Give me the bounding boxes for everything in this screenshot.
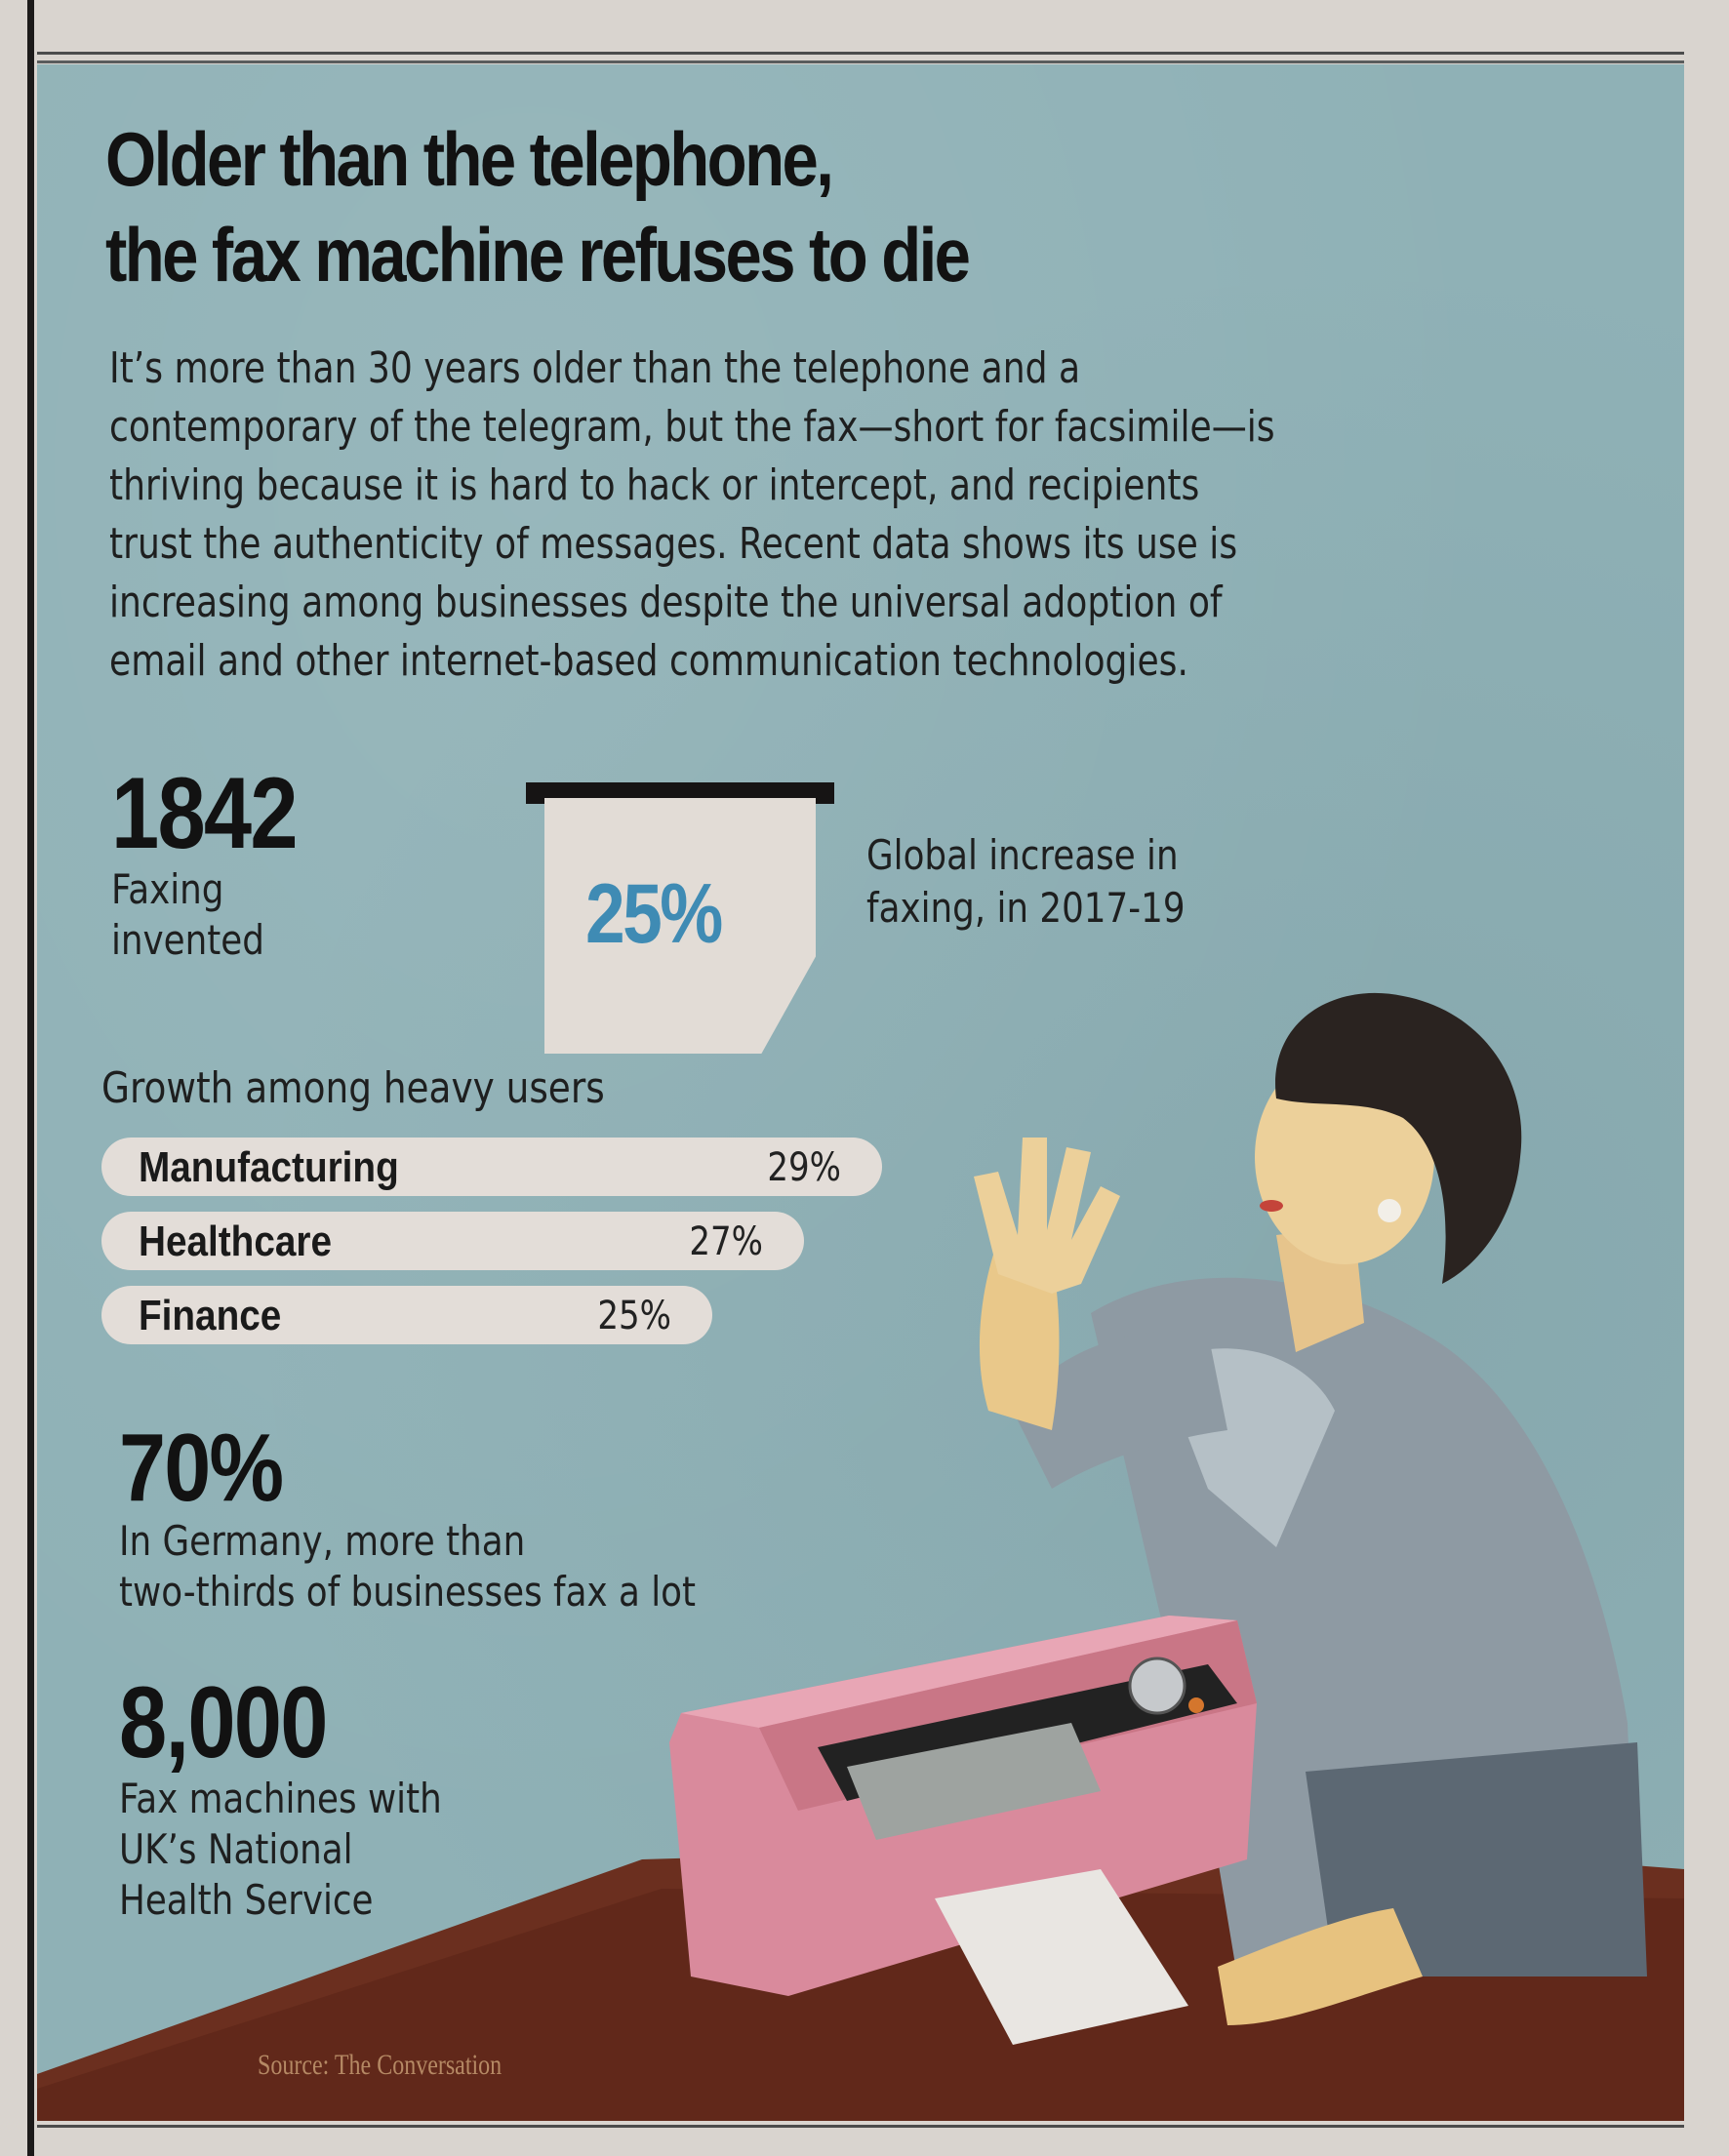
bar-value: 27%: [689, 1219, 763, 1264]
stat-label: In Germany, more than: [119, 1517, 526, 1565]
page-left-rule: [27, 0, 34, 2156]
intro-line: trust the authenticity of messages. Rece…: [109, 519, 1238, 569]
bar-label: Healthcare: [139, 1218, 333, 1265]
growth-title: Growth among heavy users: [101, 1063, 605, 1113]
fax-paper-note: 25%: [544, 798, 816, 1054]
stat-faxing-invented: 1842 Faxing invented: [111, 763, 329, 966]
stat-value: 70%: [119, 1414, 284, 1521]
intro-line: thriving because it is hard to hack or i…: [109, 460, 1200, 510]
growth-bar-manufacturing: Manufacturing 29%: [101, 1138, 882, 1196]
intro-paragraph: It’s more than 30 years older than the t…: [109, 339, 1357, 691]
stat-nhs: 8,000 Fax machines with UK’s National He…: [119, 1672, 499, 1926]
headline: Older than the telephone, the fax machin…: [105, 111, 1280, 302]
source-credit: Source: The Conversation: [258, 2049, 503, 2081]
top-rule: [37, 52, 1684, 55]
bar-value: 29%: [767, 1145, 841, 1190]
stat-value: 1842: [111, 757, 299, 870]
stat-label: two-thirds of businesses fax a lot: [119, 1568, 696, 1616]
stat-label: Global increase in: [866, 831, 1179, 879]
global-increase-label: Global increase in faxing, in 2017-19: [866, 829, 1241, 935]
stat-label: UK’s National: [119, 1825, 353, 1873]
top-rule-secondary: [37, 60, 1684, 63]
stat-value: 8,000: [119, 1666, 328, 1779]
growth-bar-healthcare: Healthcare 27%: [101, 1212, 804, 1270]
stat-label: Health Service: [119, 1876, 374, 1924]
headline-line-2: the fax machine refuses to die: [105, 212, 971, 298]
bar-label: Finance: [139, 1292, 282, 1339]
stat-label: Fax machines with: [119, 1775, 442, 1822]
infographic-panel: Older than the telephone, the fax machin…: [37, 64, 1684, 2121]
growth-bar-finance: Finance 25%: [101, 1286, 712, 1344]
stat-label: invented: [111, 916, 264, 964]
stat-label: Faxing: [111, 865, 224, 913]
intro-line: It’s more than 30 years older than the t…: [109, 343, 1081, 393]
intro-line: email and other internet-based communica…: [109, 636, 1188, 686]
stat-label: faxing, in 2017-19: [866, 884, 1186, 932]
global-increase-value: 25%: [585, 867, 723, 961]
stat-germany: 70% In Germany, more than two-thirds of …: [119, 1418, 797, 1617]
intro-line: increasing among businesses despite the …: [109, 578, 1223, 627]
bar-label: Manufacturing: [139, 1143, 399, 1191]
bar-value: 25%: [597, 1294, 671, 1338]
intro-line: contemporary of the telegram, but the fa…: [109, 402, 1275, 452]
headline-line-1: Older than the telephone,: [105, 116, 834, 202]
bottom-rule: [37, 2125, 1684, 2128]
